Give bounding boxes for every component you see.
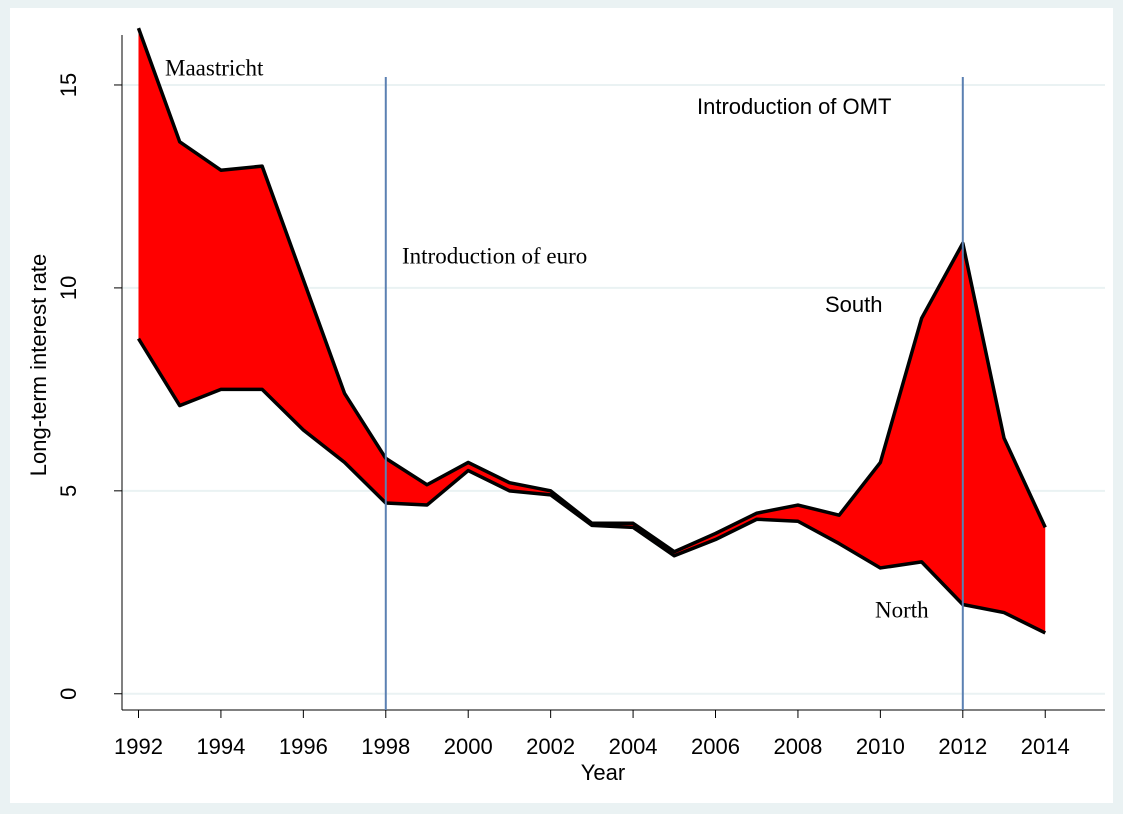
y-tick-label: 0 bbox=[56, 688, 81, 700]
series-label: North bbox=[875, 597, 929, 622]
x-tick-label: 2002 bbox=[526, 734, 575, 759]
x-tick-label: 2012 bbox=[938, 734, 987, 759]
x-tick-label: 1998 bbox=[361, 734, 410, 759]
y-tick-label: 15 bbox=[56, 73, 81, 97]
x-tick-label: 2014 bbox=[1021, 734, 1070, 759]
x-tick-label: 2004 bbox=[609, 734, 658, 759]
annotation: Introduction of OMT bbox=[697, 94, 891, 119]
y-tick-label: 10 bbox=[56, 276, 81, 300]
x-tick-label: 2008 bbox=[773, 734, 822, 759]
annotation: Maastricht bbox=[165, 55, 264, 80]
x-tick-label: 2006 bbox=[691, 734, 740, 759]
series-label: South bbox=[825, 292, 883, 317]
y-tick-label: 5 bbox=[56, 485, 81, 497]
series-line bbox=[136, 337, 1047, 635]
x-tick-label: 2000 bbox=[444, 734, 493, 759]
y-axis-label: Long-term interest rate bbox=[26, 254, 51, 477]
x-tick-label: 1994 bbox=[196, 734, 245, 759]
x-tick-label: 1992 bbox=[114, 734, 163, 759]
x-axis-label: Year bbox=[581, 760, 625, 785]
x-tick-label: 2010 bbox=[856, 734, 905, 759]
annotation: Introduction of euro bbox=[402, 243, 587, 268]
x-tick-label: 1996 bbox=[279, 734, 328, 759]
